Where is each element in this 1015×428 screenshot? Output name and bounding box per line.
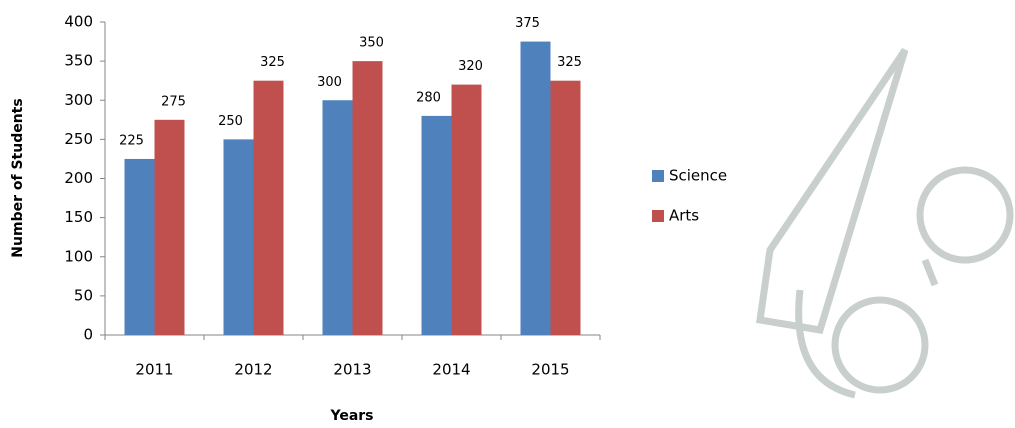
x-axis-label: Years xyxy=(329,408,373,424)
data-label: 320 xyxy=(458,59,483,74)
data-label: 275 xyxy=(161,94,186,109)
x-tick-label: 2013 xyxy=(333,361,371,379)
y-tick-label: 300 xyxy=(64,91,93,109)
bar xyxy=(353,61,383,335)
data-label: 300 xyxy=(317,75,342,90)
bar xyxy=(155,120,185,335)
bar xyxy=(521,42,551,335)
bar xyxy=(452,85,482,335)
chart: Number of Students Years 0 50 100 150 200 250… xyxy=(0,0,1015,428)
data-label: 350 xyxy=(359,36,384,51)
y-tick-label: 50 xyxy=(74,286,93,304)
y-tick-label: 250 xyxy=(64,130,93,148)
bar xyxy=(551,81,581,335)
bar xyxy=(254,81,284,335)
bar xyxy=(125,159,155,335)
legend-swatch xyxy=(652,170,664,182)
legend-label: Arts xyxy=(669,207,699,225)
x-tick-label: 2012 xyxy=(234,361,272,379)
y-tick-label: 0 xyxy=(83,326,93,344)
watermark-ring xyxy=(920,170,1010,260)
watermark-ring xyxy=(835,300,925,390)
data-label: 250 xyxy=(218,114,243,129)
y-tick-label: 400 xyxy=(64,13,93,31)
x-tick-label: 2011 xyxy=(135,361,173,379)
y-axis-label: Number of Students xyxy=(10,98,26,257)
watermark xyxy=(760,50,1010,395)
bar xyxy=(323,100,353,335)
legend-swatch xyxy=(652,210,664,222)
legend-label: Science xyxy=(669,167,727,185)
y-tick-label: 150 xyxy=(64,208,93,226)
bar xyxy=(422,116,452,335)
data-label: 325 xyxy=(557,55,582,70)
data-label: 325 xyxy=(260,55,285,70)
y-tick-label: 100 xyxy=(64,247,93,265)
x-tick-label: 2015 xyxy=(531,361,569,379)
y-tick-label: 200 xyxy=(64,169,93,187)
bar xyxy=(224,139,254,335)
data-label: 280 xyxy=(416,90,441,105)
data-label: 225 xyxy=(119,133,144,148)
data-label: 375 xyxy=(515,16,540,31)
y-tick-label: 350 xyxy=(64,52,93,70)
watermark-pen xyxy=(760,50,905,330)
x-tick-label: 2014 xyxy=(432,361,470,379)
